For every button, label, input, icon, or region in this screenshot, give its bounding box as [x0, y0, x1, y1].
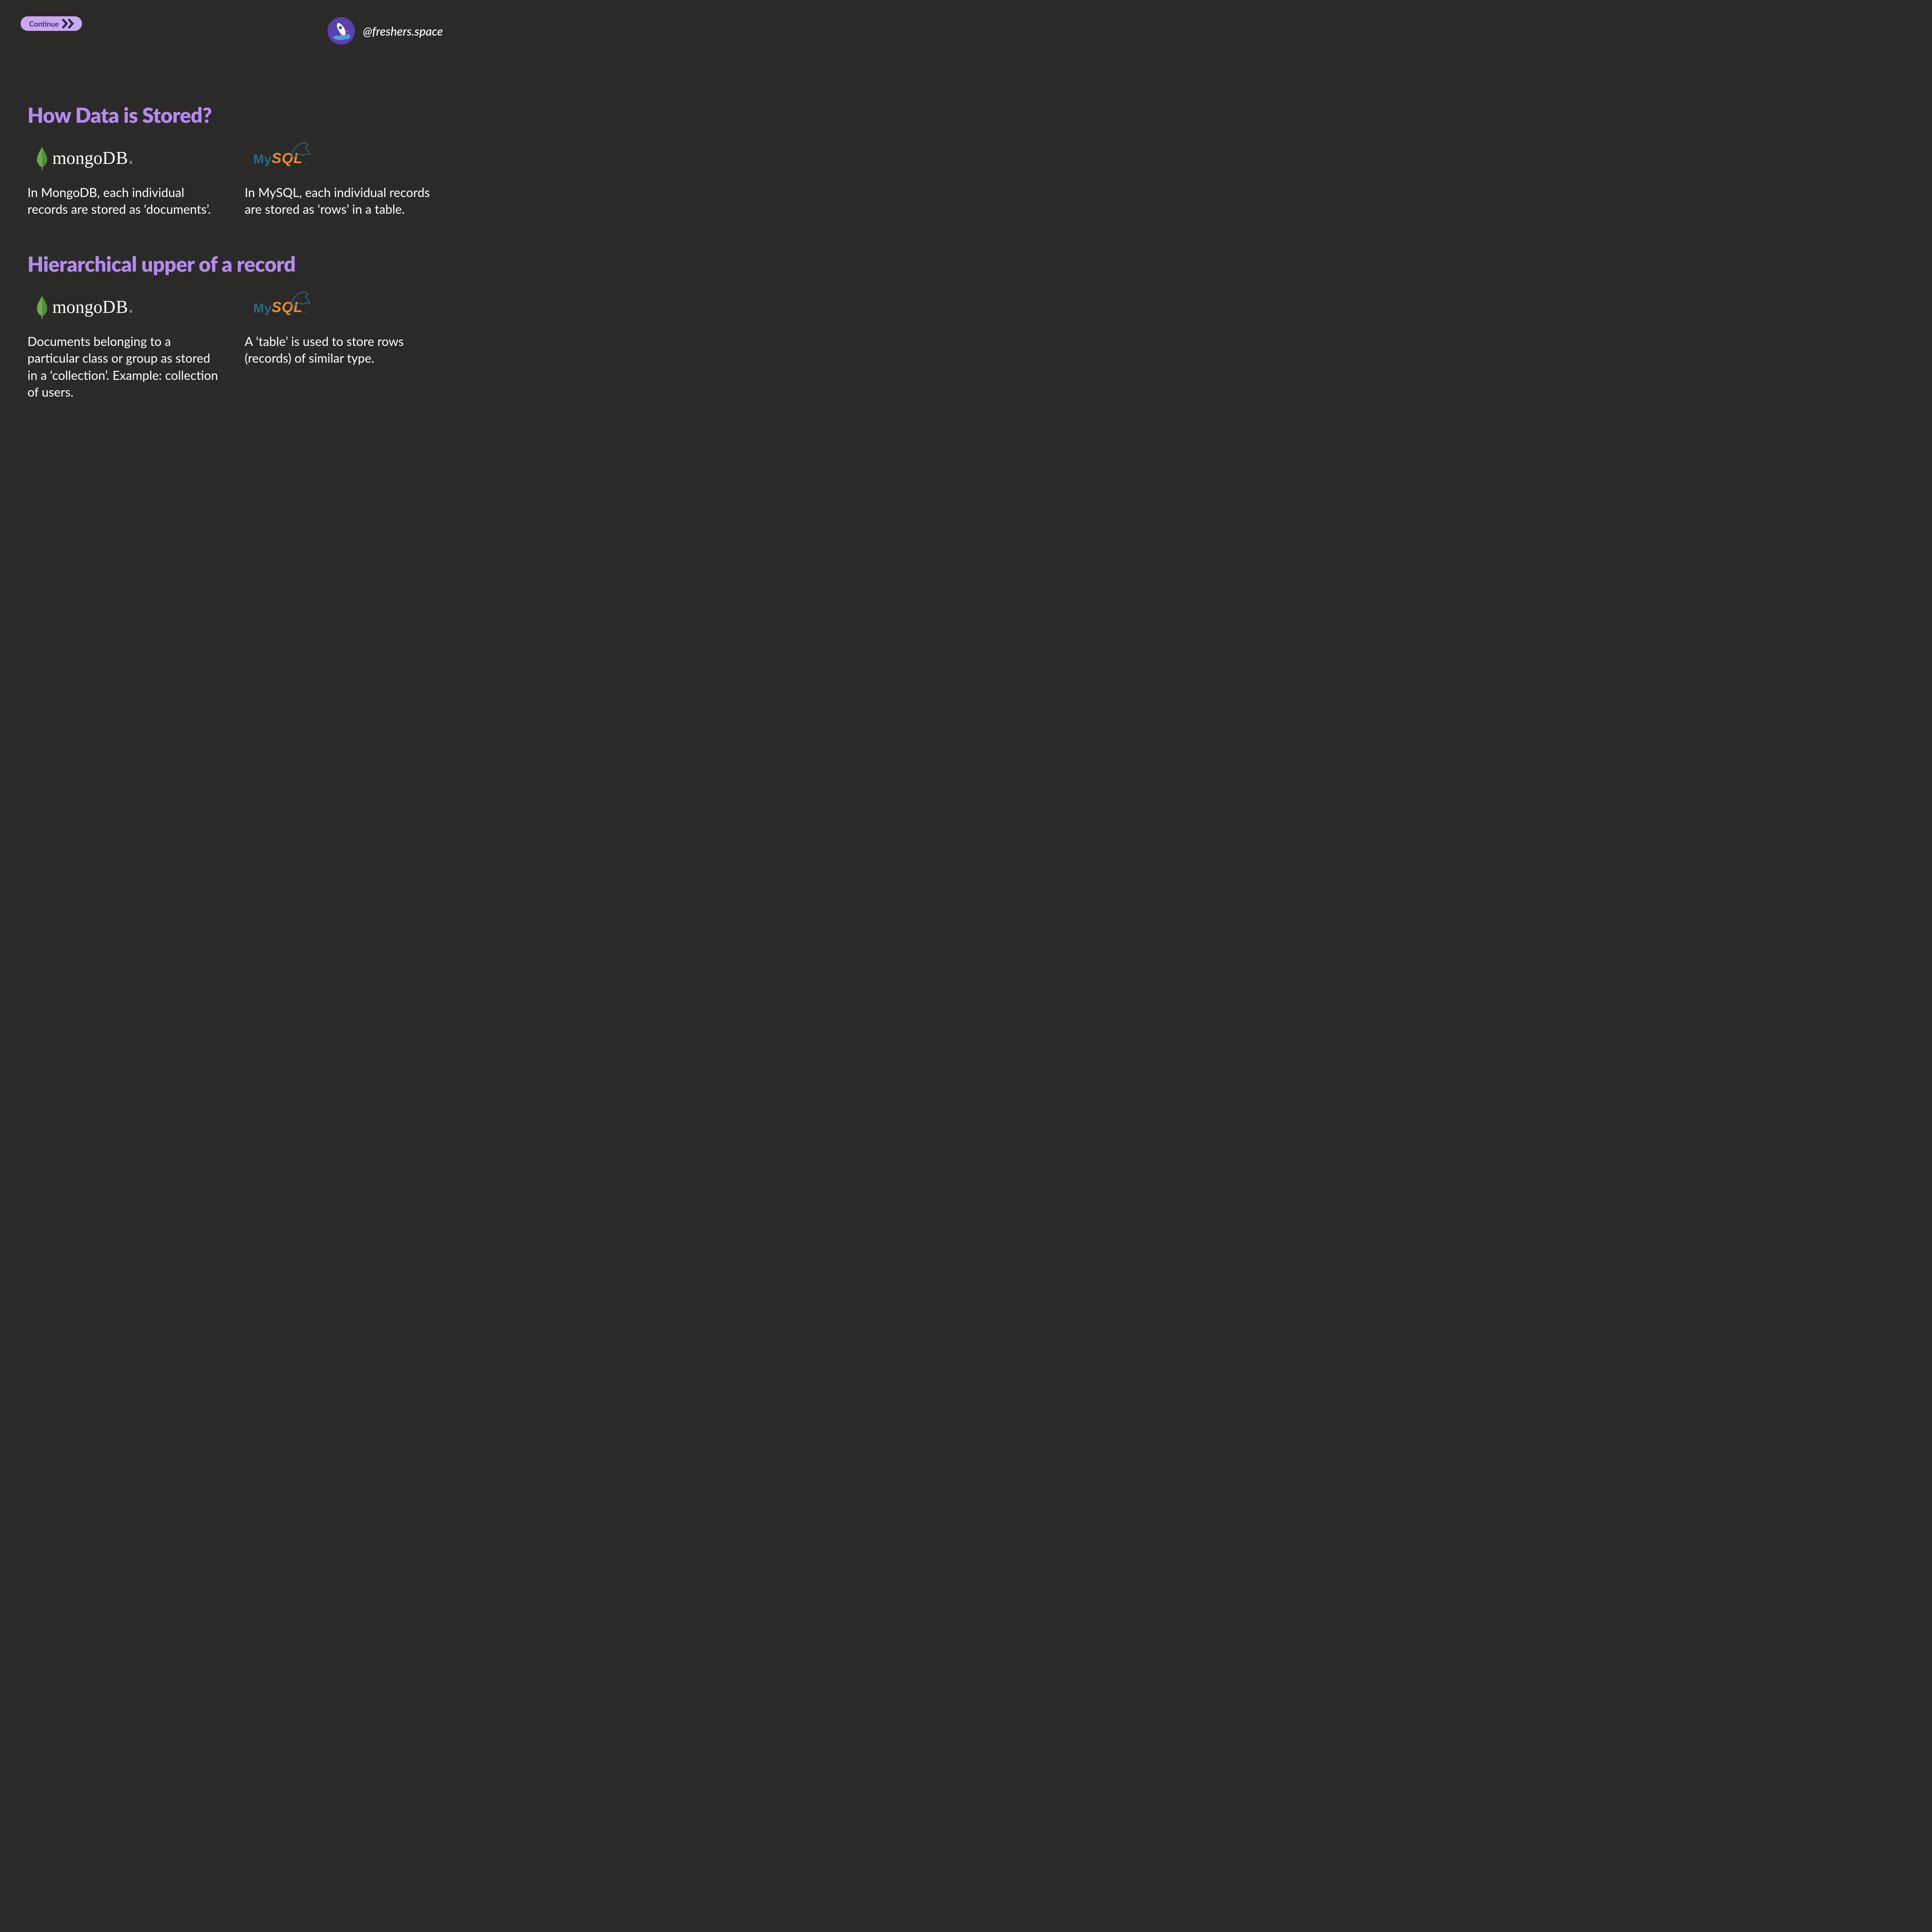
content-area: How Data is Stored? mongoDB® In MongoDB,…	[27, 103, 436, 435]
mongodb-logo: mongoDB®	[36, 146, 133, 171]
section-data-storage: How Data is Stored? mongoDB® In MongoDB,…	[27, 103, 436, 218]
continue-button[interactable]: Continue	[21, 16, 82, 31]
mysql-logo: MySQL™	[253, 150, 306, 167]
mysql-logo: MySQL™	[253, 299, 306, 316]
mysql-description: A ‘table’ is used to store rows (records…	[245, 333, 436, 367]
section-title: How Data is Stored?	[27, 103, 436, 127]
mongo-column: mongoDB® In MongoDB, each individual rec…	[27, 141, 219, 218]
mongodb-leaf-icon	[36, 295, 48, 320]
rocket-avatar-icon	[328, 17, 355, 45]
brand-handle: @freshers.space	[363, 24, 443, 38]
continue-label: Continue	[29, 19, 59, 28]
mysql-dolphin-icon	[289, 289, 311, 308]
mysql-description: In MySQL, each individual records are st…	[245, 184, 436, 218]
mysql-column: MySQL™ A ‘table’ is used to store rows (…	[245, 290, 436, 400]
mongo-column: mongoDB® Documents belonging to a partic…	[27, 290, 219, 400]
brand-block: @freshers.space	[328, 17, 443, 45]
mysql-dolphin-icon	[289, 140, 311, 159]
section-title: Hierarchical upper of a record	[27, 252, 436, 276]
mongodb-logo: mongoDB®	[36, 295, 133, 320]
mysql-column: MySQL™ In MySQL, each individual records…	[245, 141, 436, 218]
mongo-description: In MongoDB, each individual records are …	[27, 184, 219, 218]
mongodb-leaf-icon	[36, 146, 48, 171]
mongo-description: Documents belonging to a particular clas…	[27, 333, 219, 400]
section-hierarchical: Hierarchical upper of a record mongoDB® …	[27, 252, 436, 400]
chevron-right-icon	[62, 19, 76, 28]
